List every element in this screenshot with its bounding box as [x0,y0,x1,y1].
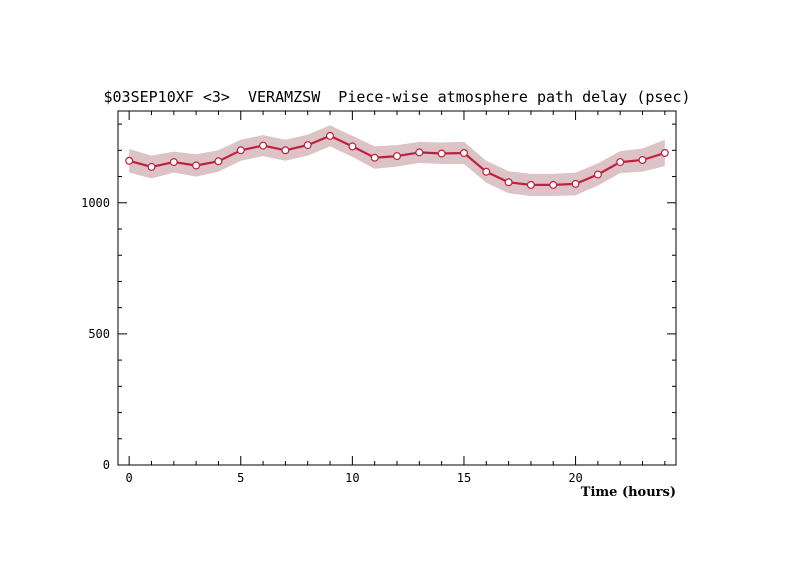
data-point [370,153,379,162]
data-point [549,180,558,189]
data-point [526,180,535,189]
data-point [259,141,268,150]
data-point [504,178,513,187]
data-point [393,152,402,161]
x-tick-label: 5 [237,471,244,485]
data-point [638,156,647,165]
data-point [415,148,424,157]
data-point [593,170,602,179]
data-point [326,131,335,140]
data-point [460,149,469,158]
data-point [214,157,223,166]
data-point [616,158,625,167]
data-point [281,146,290,155]
data-point [571,179,580,188]
data-point [482,167,491,176]
x-tick-label: 10 [345,471,359,485]
y-tick-label: 1000 [81,196,110,210]
x-tick-label: 0 [126,471,133,485]
y-tick-label: 500 [88,327,110,341]
data-point [125,156,134,165]
y-tick-label: 0 [103,458,110,472]
data-point [147,162,156,171]
data-point [660,149,669,158]
chart-title: $03SEP10XF <3> VERAMZSW Piece-wise atmos… [104,88,691,106]
series-0-error-band [129,125,665,196]
data-point [437,149,446,158]
data-point [169,158,178,167]
x-axis-label: Time (hours) [581,485,676,500]
data-point [303,141,312,150]
x-tick-label: 20 [568,471,582,485]
data-point [192,161,201,170]
data-point [348,142,357,151]
data-point [236,146,245,155]
x-tick-label: 15 [457,471,471,485]
